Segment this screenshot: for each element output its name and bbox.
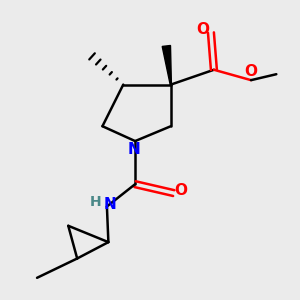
Polygon shape [162, 46, 171, 85]
Text: N: N [127, 142, 140, 157]
Text: O: O [175, 183, 188, 198]
Text: O: O [196, 22, 209, 37]
Text: H: H [90, 195, 101, 209]
Text: O: O [244, 64, 258, 79]
Text: N: N [104, 197, 117, 212]
